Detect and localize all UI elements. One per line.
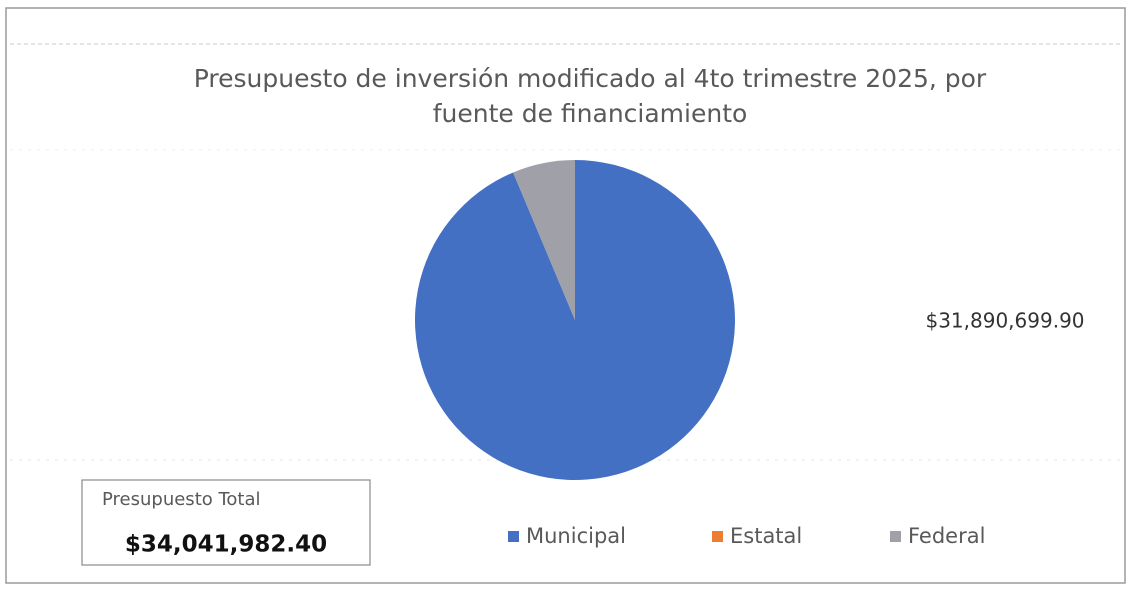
legend-swatch (508, 531, 519, 542)
legend-swatch (712, 531, 723, 542)
legend-label: Municipal (526, 524, 626, 548)
legend-label: Estatal (730, 524, 802, 548)
legend-label: Federal (908, 524, 985, 548)
legend-swatch (890, 531, 901, 542)
data-label: $31,890,699.90 (925, 309, 1084, 333)
pie-slice (513, 160, 575, 320)
total-label: Presupuesto Total (102, 489, 261, 510)
chart-title: Presupuesto de inversión modificado al 4… (194, 64, 987, 128)
total-value: $34,041,982.40 (125, 532, 327, 558)
total-box (81, 479, 371, 566)
